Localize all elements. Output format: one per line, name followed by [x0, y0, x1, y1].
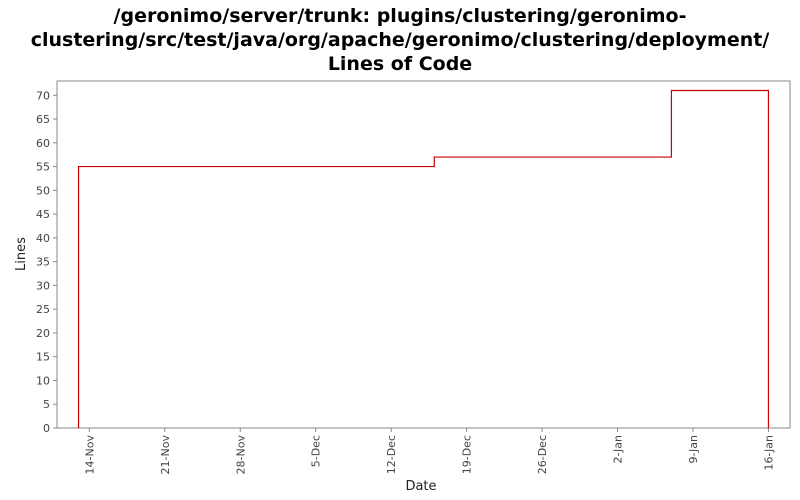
y-tick-label: 20	[36, 327, 50, 340]
y-tick-label: 45	[36, 208, 50, 221]
y-tick-label: 65	[36, 113, 50, 126]
y-tick-label: 50	[36, 184, 50, 197]
y-tick-label: 15	[36, 351, 50, 364]
series-layer	[77, 89, 770, 429]
y-axis: 0 5 10 15 20 25 30 35 40 45 50 55 60 65 70	[36, 89, 57, 435]
plot-area	[56, 80, 791, 429]
y-tick-label: 35	[36, 256, 50, 269]
y-tick-label: 30	[36, 279, 50, 292]
y-tick-label: 70	[36, 89, 50, 102]
x-tick-label: 9-Jan	[687, 435, 700, 464]
series-line	[77, 89, 770, 428]
x-tick-label: 16-Jan	[762, 435, 775, 471]
x-tick-label: 14-Nov	[83, 435, 96, 475]
y-axis-label: Lines	[14, 237, 29, 271]
x-axis: 14-Nov 21-Nov 28-Nov 5-Dec 12-Dec 19-Dec 26-De…	[83, 428, 775, 474]
x-tick-label: 5-Dec	[310, 435, 323, 467]
chart-title: /geronimo/server/trunk: plugins/clusteri…	[0, 4, 800, 76]
y-tick-label: 55	[36, 161, 50, 174]
x-tick-label: 12-Dec	[385, 435, 398, 474]
x-tick-label: 2-Jan	[612, 435, 625, 464]
y-tick-label: 60	[36, 137, 50, 150]
chart-title-line-3: Lines of Code	[327, 53, 473, 75]
y-tick-label: 40	[36, 232, 50, 245]
x-tick-label: 28-Nov	[234, 435, 247, 475]
x-axis-label: Date	[405, 479, 436, 494]
y-tick-label: 0	[43, 422, 50, 435]
y-tick-label: 5	[43, 398, 50, 411]
x-tick-label: 26-Dec	[536, 435, 549, 474]
chart-title-line-1: /geronimo/server/trunk: plugins/clusteri…	[113, 5, 687, 27]
x-tick-label: 19-Dec	[461, 435, 474, 474]
y-tick-label: 10	[36, 374, 50, 387]
chart-title-line-2: clustering/src/test/java/org/apache/gero…	[30, 29, 770, 51]
y-tick-label: 25	[36, 303, 50, 316]
x-tick-label: 21-Nov	[159, 435, 172, 475]
